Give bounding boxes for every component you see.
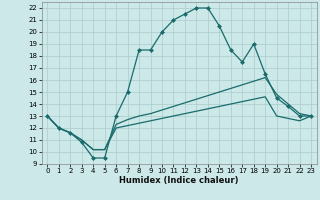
X-axis label: Humidex (Indice chaleur): Humidex (Indice chaleur)	[119, 176, 239, 185]
